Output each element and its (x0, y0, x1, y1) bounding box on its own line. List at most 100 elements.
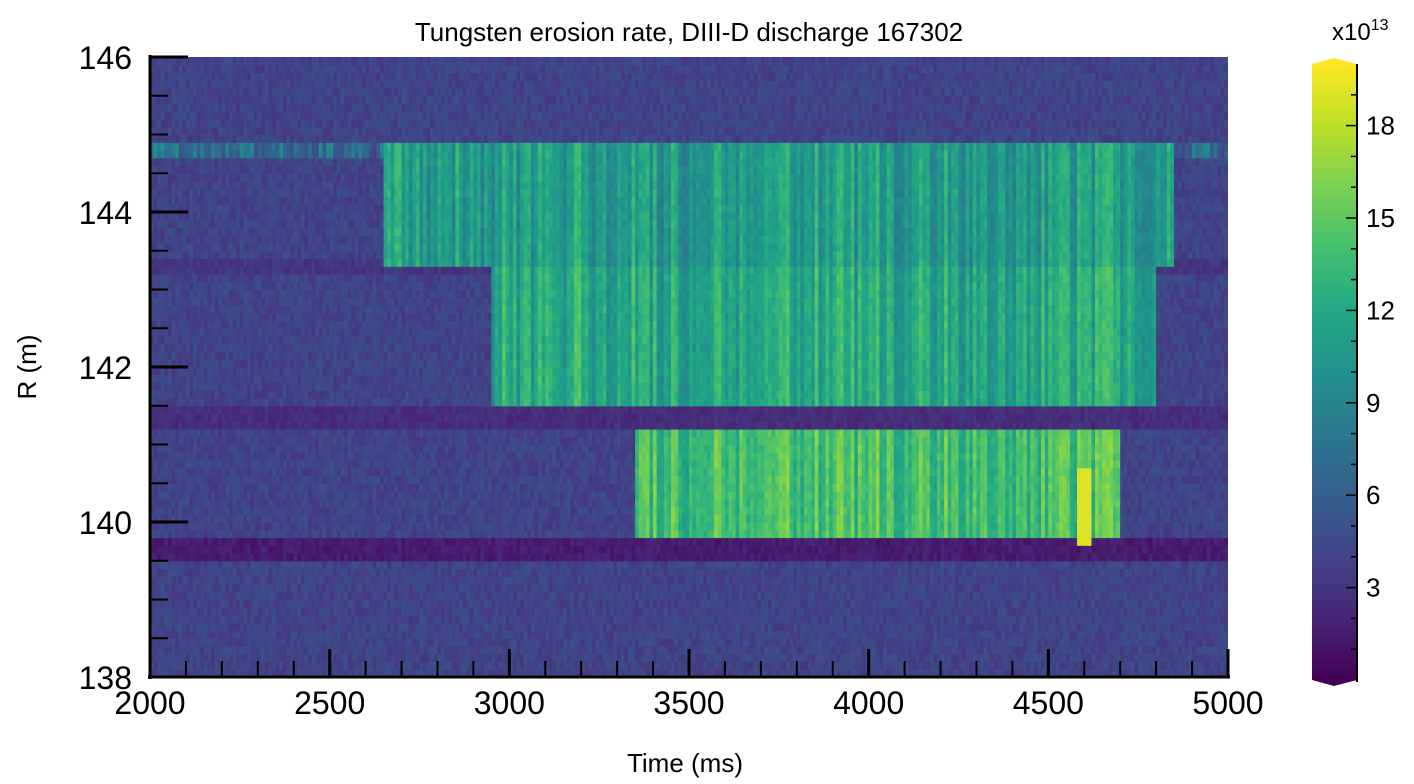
heatmap-cell (254, 406, 258, 414)
heatmap-cell (243, 646, 247, 654)
heatmap-cell (182, 499, 186, 507)
heatmap-cell (233, 220, 237, 228)
heatmap-cell (254, 429, 258, 437)
heatmap-cell (276, 421, 280, 429)
heatmap-cell (294, 390, 298, 398)
heatmap-cell (351, 445, 355, 453)
heatmap-cell (258, 297, 262, 305)
heatmap-cell (218, 220, 222, 228)
heatmap-cell (182, 352, 186, 360)
heatmap-cell (322, 367, 326, 375)
heatmap-cell (215, 654, 219, 662)
heatmap-cell (164, 251, 168, 259)
heatmap-cell (305, 297, 309, 305)
heatmap-cell (362, 483, 366, 491)
heatmap-cell (233, 119, 237, 127)
heatmap-cell (251, 631, 255, 639)
heatmap-cell (200, 375, 204, 383)
heatmap-cell (233, 127, 237, 135)
heatmap-cell (369, 251, 373, 259)
heatmap-cell (197, 615, 201, 623)
heatmap-cell (215, 111, 219, 119)
heatmap-cell (161, 460, 165, 468)
heatmap-cell (305, 638, 309, 646)
heatmap-cell (305, 274, 309, 282)
heatmap-cell (330, 476, 334, 484)
heatmap-cell (340, 452, 344, 460)
heatmap-cell (322, 251, 326, 259)
heatmap-cell (294, 359, 298, 367)
heatmap-cell (190, 662, 194, 670)
heatmap-cell (261, 398, 265, 406)
heatmap-cell (186, 266, 190, 274)
heatmap-cell (272, 452, 276, 460)
heatmap-cell (157, 483, 161, 491)
heatmap-cell (179, 352, 183, 360)
heatmap-cell (287, 390, 291, 398)
heatmap-cell (233, 313, 237, 321)
heatmap-cell (340, 607, 344, 615)
heatmap-cell (294, 646, 298, 654)
heatmap-cell (333, 173, 337, 181)
heatmap-cell (218, 468, 222, 476)
heatmap-cell (207, 421, 211, 429)
heatmap-cell (168, 445, 172, 453)
heatmap-cell (362, 398, 366, 406)
heatmap-cell (287, 398, 291, 406)
heatmap-cell (344, 65, 348, 73)
heatmap-cell (154, 576, 158, 584)
heatmap-cell (164, 80, 168, 88)
heatmap-cell (172, 654, 176, 662)
heatmap-cell (330, 352, 334, 360)
heatmap-cell (197, 181, 201, 189)
heatmap-cell (229, 414, 233, 422)
heatmap-cell (337, 514, 341, 522)
heatmap-cell (326, 204, 330, 212)
heatmap-cell (305, 468, 309, 476)
heatmap-cell (297, 297, 301, 305)
heatmap-cell (186, 352, 190, 360)
heatmap-cell (172, 251, 176, 259)
heatmap-cell (251, 57, 255, 65)
heatmap-cell (161, 406, 165, 414)
heatmap-cell (269, 243, 273, 251)
heatmap-cell (236, 266, 240, 274)
heatmap-cell (290, 135, 294, 143)
heatmap-cell (326, 290, 330, 298)
heatmap-cell (340, 189, 344, 197)
heatmap-cell (351, 297, 355, 305)
heatmap-cell (358, 662, 362, 670)
heatmap-cell (265, 173, 269, 181)
heatmap-cell (358, 445, 362, 453)
heatmap-cell (265, 104, 269, 112)
heatmap-cell (218, 344, 222, 352)
heatmap-cell (240, 344, 244, 352)
heatmap-cell (207, 313, 211, 321)
heatmap-cell (326, 119, 330, 127)
heatmap-cell (319, 158, 323, 166)
heatmap-cell (272, 414, 276, 422)
heatmap-cell (348, 220, 352, 228)
heatmap-cell (340, 88, 344, 96)
heatmap-cell (225, 104, 229, 112)
heatmap-cell (265, 80, 269, 88)
heatmap-cell (301, 57, 305, 65)
heatmap-cell (179, 142, 183, 150)
heatmap-cell (193, 421, 197, 429)
heatmap-cell (233, 57, 237, 65)
heatmap-cell (211, 321, 215, 329)
heatmap-cell (294, 452, 298, 460)
heatmap-cell (229, 142, 233, 150)
heatmap-cell (340, 305, 344, 313)
heatmap-cell (355, 73, 359, 81)
heatmap-cell (225, 545, 229, 553)
heatmap-cell (243, 243, 247, 251)
heatmap-cell (355, 96, 359, 104)
heatmap-cell (333, 111, 337, 119)
heatmap-cell (322, 390, 326, 398)
heatmap-cell (236, 375, 240, 383)
heatmap-cell (251, 297, 255, 305)
heatmap-cell (315, 631, 319, 639)
heatmap-cell (233, 135, 237, 143)
heatmap-cell (197, 166, 201, 174)
